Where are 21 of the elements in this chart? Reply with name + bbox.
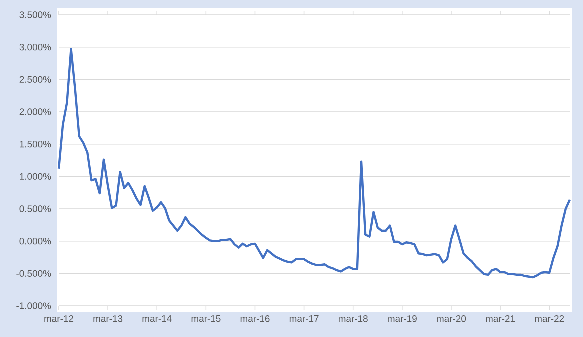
y-tick-label: -1.000% bbox=[16, 302, 52, 310]
x-tick-label: mar-21 bbox=[486, 316, 516, 322]
y-tick-label: 1.500% bbox=[20, 140, 52, 148]
x-tick-label: mar-16 bbox=[240, 316, 270, 322]
y-tick-label: 0.000% bbox=[20, 238, 52, 245]
x-tick-label: mar-12 bbox=[44, 316, 74, 322]
x-tick-label: mar-14 bbox=[142, 316, 172, 322]
y-tick-label: -0.500% bbox=[16, 270, 52, 278]
y-tick-label: 1.000% bbox=[20, 173, 52, 180]
y-tick-label: 0.500% bbox=[20, 206, 52, 212]
x-tick-label: mar-17 bbox=[290, 316, 319, 322]
y-tick-label: 3.500% bbox=[20, 12, 52, 18]
x-tick-label: mar-22 bbox=[535, 316, 564, 322]
x-tick-label: mar-19 bbox=[388, 316, 417, 322]
x-tick-label: mar-20 bbox=[437, 316, 466, 322]
x-tick-label: mar-15 bbox=[192, 316, 221, 322]
y-tick-label: 2.500% bbox=[20, 76, 52, 84]
x-tick-label: mar-13 bbox=[94, 316, 123, 322]
y-tick-label: 2.000% bbox=[20, 108, 52, 116]
x-tick-label: mar-18 bbox=[338, 316, 368, 322]
y-tick-label: 3.000% bbox=[20, 44, 52, 51]
